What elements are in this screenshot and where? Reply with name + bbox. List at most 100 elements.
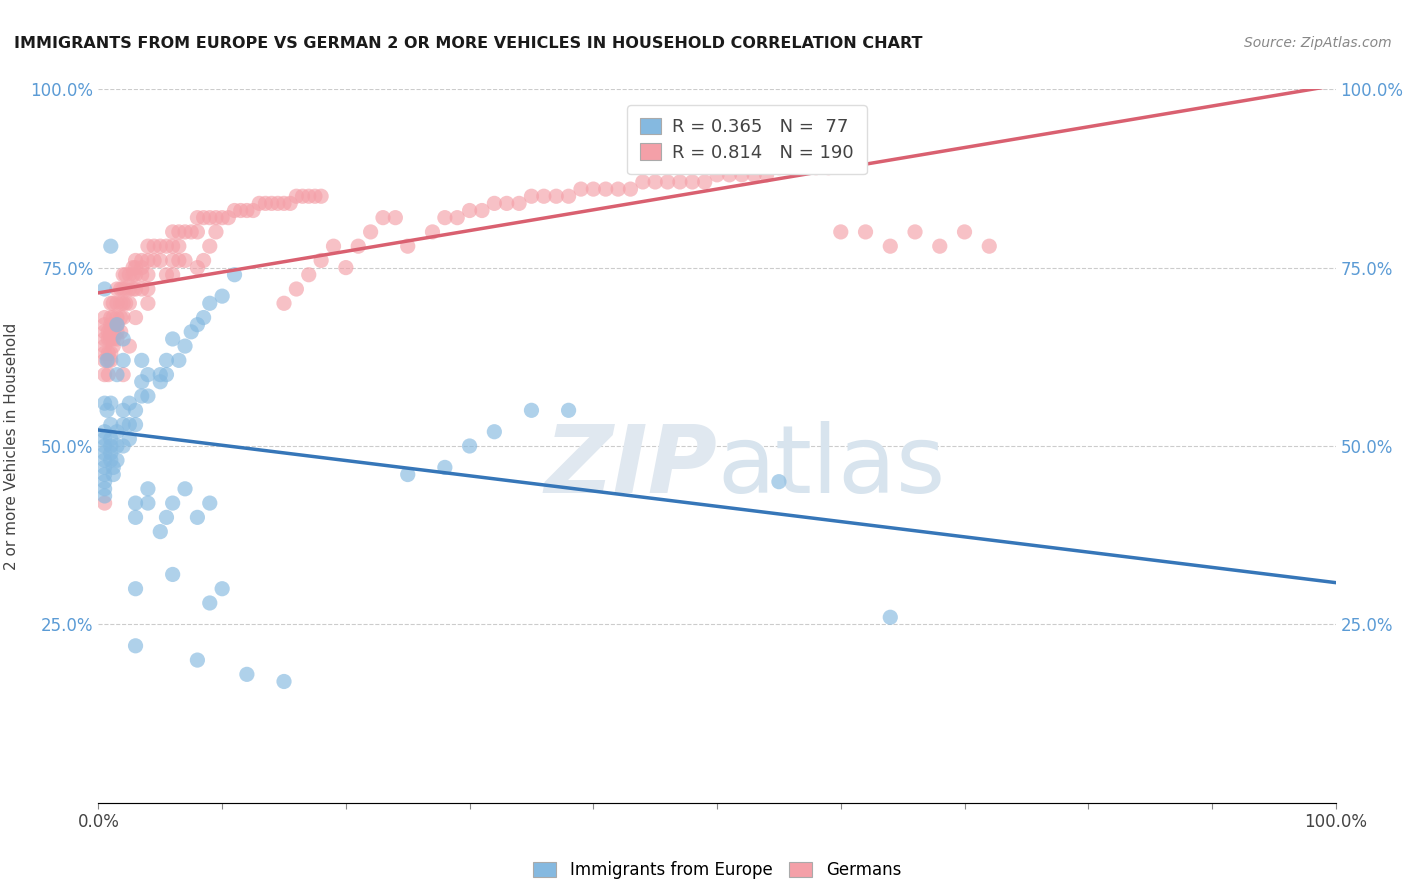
Point: [93, 282, 115, 296]
Point: [124, 510, 146, 524]
Point: [105, 282, 128, 296]
Point: [167, 253, 190, 268]
Point: [224, 268, 246, 282]
Point: [118, 396, 141, 410]
Point: [93, 460, 115, 475]
Point: [114, 268, 136, 282]
Point: [112, 310, 135, 325]
Point: [211, 289, 233, 303]
Point: [495, 196, 517, 211]
Point: [105, 453, 128, 467]
Point: [273, 296, 295, 310]
Point: [112, 368, 135, 382]
Point: [582, 182, 605, 196]
Point: [198, 239, 221, 253]
Point: [631, 175, 654, 189]
Point: [103, 318, 125, 332]
Point: [669, 175, 692, 189]
Point: [520, 403, 543, 417]
Point: [242, 203, 264, 218]
Point: [174, 253, 197, 268]
Point: [267, 196, 290, 211]
Point: [174, 225, 197, 239]
Point: [167, 353, 190, 368]
Point: [768, 161, 790, 175]
Point: [112, 296, 135, 310]
Point: [347, 239, 370, 253]
Point: [155, 353, 177, 368]
Point: [136, 482, 159, 496]
Point: [247, 196, 270, 211]
Point: [928, 239, 950, 253]
Point: [458, 439, 481, 453]
Point: [100, 310, 122, 325]
Point: [236, 667, 259, 681]
Point: [136, 496, 159, 510]
Point: [904, 225, 927, 239]
Text: Source: ZipAtlas.com: Source: ZipAtlas.com: [1244, 36, 1392, 50]
Point: [520, 189, 543, 203]
Point: [186, 211, 208, 225]
Point: [103, 467, 125, 482]
Point: [953, 225, 976, 239]
Point: [100, 446, 122, 460]
Point: [131, 253, 153, 268]
Point: [97, 325, 120, 339]
Point: [198, 596, 221, 610]
Y-axis label: 2 or more Vehicles in Household: 2 or more Vehicles in Household: [4, 322, 20, 570]
Text: atlas: atlas: [717, 421, 945, 514]
Point: [335, 260, 357, 275]
Point: [93, 339, 115, 353]
Point: [124, 496, 146, 510]
Point: [644, 175, 666, 189]
Point: [371, 211, 394, 225]
Point: [167, 239, 190, 253]
Point: [484, 425, 506, 439]
Point: [557, 189, 579, 203]
Point: [879, 610, 901, 624]
Point: [93, 346, 115, 360]
Point: [93, 318, 115, 332]
Point: [607, 182, 630, 196]
Point: [155, 510, 177, 524]
Point: [149, 524, 172, 539]
Point: [93, 353, 115, 368]
Point: [124, 417, 146, 432]
Point: [657, 175, 679, 189]
Point: [93, 332, 115, 346]
Point: [718, 168, 741, 182]
Point: [742, 168, 765, 182]
Point: [396, 239, 419, 253]
Point: [114, 296, 136, 310]
Point: [162, 567, 184, 582]
Point: [236, 203, 259, 218]
Point: [110, 282, 132, 296]
Point: [122, 282, 145, 296]
Point: [105, 296, 128, 310]
Point: [162, 268, 184, 282]
Point: [149, 253, 172, 268]
Point: [131, 389, 153, 403]
Point: [124, 282, 146, 296]
Point: [136, 239, 159, 253]
Point: [93, 432, 115, 446]
Point: [97, 368, 120, 382]
Point: [100, 417, 122, 432]
Point: [100, 325, 122, 339]
Point: [93, 467, 115, 482]
Point: [309, 189, 332, 203]
Point: [97, 353, 120, 368]
Point: [681, 175, 703, 189]
Point: [446, 211, 468, 225]
Point: [105, 318, 128, 332]
Point: [136, 389, 159, 403]
Point: [105, 368, 128, 382]
Legend: Immigrants from Europe, Germans: Immigrants from Europe, Germans: [524, 853, 910, 888]
Point: [619, 182, 641, 196]
Point: [569, 182, 592, 196]
Point: [273, 196, 295, 211]
Point: [124, 253, 146, 268]
Point: [131, 260, 153, 275]
Point: [136, 268, 159, 282]
Point: [211, 211, 233, 225]
